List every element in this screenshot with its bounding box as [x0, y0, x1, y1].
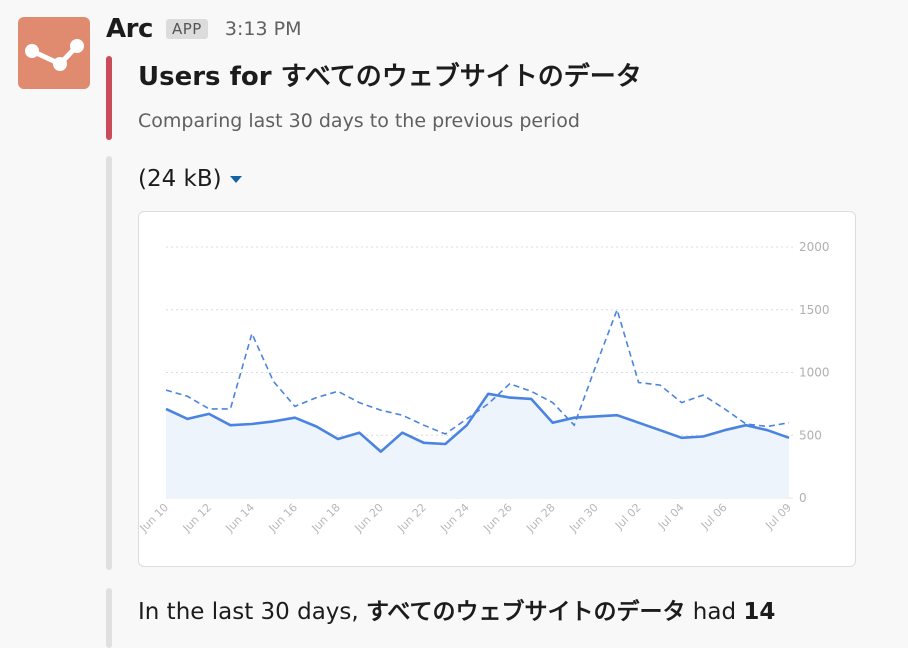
summary-bar: [106, 588, 112, 648]
x-tick-label: Jul 06: [698, 501, 730, 533]
solid-series-area: [166, 393, 789, 498]
y-tick-label: 1000: [799, 366, 830, 380]
y-tick-label: 0: [799, 491, 807, 505]
x-tick-label: Jun 20: [352, 501, 386, 535]
attachment-bar: [106, 156, 112, 570]
attachment-toggle[interactable]: (24 kB): [138, 166, 242, 192]
attachment-size: (24 kB): [138, 166, 222, 192]
x-tick-label: Jun 12: [180, 501, 214, 535]
y-tick-label: 500: [799, 428, 822, 442]
x-tick-label: Jul 09: [762, 501, 794, 533]
message-timestamp[interactable]: 3:13 PM: [224, 18, 302, 40]
summary-prefix: In the last 30 days,: [138, 599, 367, 625]
y-tick-label: 2000: [799, 240, 830, 254]
summary-text: In the last 30 days, すべてのウェブサイトのデータ had …: [138, 592, 775, 626]
users-line-chart: 2000 1500 1000 500 0 Jun 10 Jun 12 Jun 14 Jun 1…: [139, 240, 830, 535]
y-axis-ticks: 2000 1500 1000 500 0: [799, 240, 830, 505]
x-tick-label: Jun 30: [566, 501, 600, 535]
x-tick-label: Jul 04: [655, 501, 687, 533]
summary-site: すべてのウェブサイトのデータ: [366, 599, 686, 625]
x-tick-label: Jun 26: [480, 501, 514, 535]
summary-mid: had: [685, 599, 744, 625]
message-title: Users for すべてのウェブサイトのデータ: [138, 62, 642, 92]
message-subtitle: Comparing last 30 days to the previous p…: [138, 110, 580, 132]
x-axis-ticks: Jun 10 Jun 12 Jun 14 Jun 16 Jun 18 Jun 20 Jun …: [139, 501, 794, 535]
message-header: Arc APP 3:13 PM: [106, 14, 301, 54]
x-tick-label: Jun 16: [266, 501, 300, 535]
x-tick-label: Jun 10: [139, 501, 171, 535]
chart-card[interactable]: 2000 1500 1000 500 0 Jun 10 Jun 12 Jun 14 Jun 1…: [138, 211, 856, 567]
x-tick-label: Jun 28: [523, 501, 557, 535]
app-avatar[interactable]: [18, 17, 90, 89]
x-tick-label: Jun 22: [394, 501, 428, 535]
solid-series-line: [165, 392, 790, 453]
y-tick-label: 1500: [799, 303, 830, 317]
caret-down-icon[interactable]: [229, 176, 242, 183]
line-chart-nodes-icon: [25, 39, 84, 71]
app-badge: APP: [165, 19, 208, 39]
x-tick-label: Jul 02: [612, 501, 644, 533]
summary-count: 14: [743, 599, 776, 625]
app-name[interactable]: Arc: [106, 14, 153, 44]
x-tick-label: Jun 14: [223, 501, 257, 535]
x-tick-label: Jun 18: [309, 501, 343, 535]
accent-bar: [106, 56, 112, 140]
x-tick-label: Jun 24: [437, 501, 471, 535]
